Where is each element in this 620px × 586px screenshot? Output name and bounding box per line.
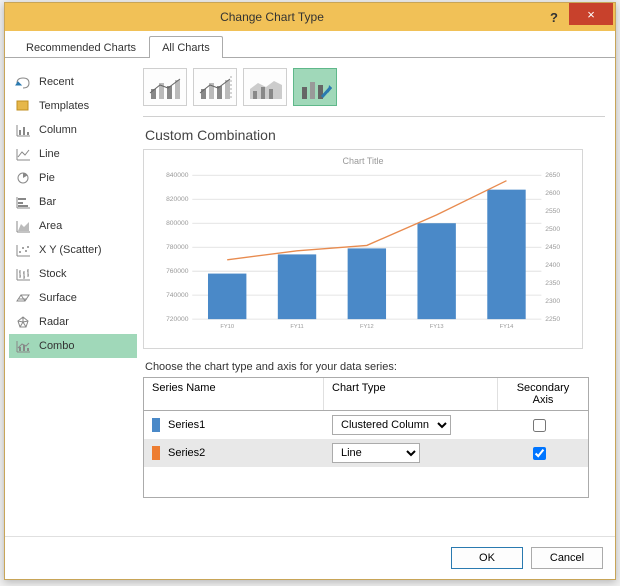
svg-text:FY11: FY11 [290,324,303,330]
series-caption: Choose the chart type and axis for your … [145,361,605,373]
svg-text:820000: 820000 [166,196,189,203]
svg-text:FY14: FY14 [500,324,515,330]
sidebar-item-label: Stock [39,268,67,280]
svg-text:FY10: FY10 [220,324,234,330]
change-chart-type-dialog: Change Chart Type ? × Recommended Charts… [4,2,616,580]
chart-category-sidebar: Recent Templates Column Line Pie Bar [9,64,137,536]
series-name: Series2 [168,447,332,459]
subtype-stacked-area-column[interactable] [243,68,287,106]
sidebar-item-area[interactable]: Area [9,214,137,238]
svg-text:840000: 840000 [166,172,189,179]
series-swatch [152,418,160,432]
svg-text:2500: 2500 [545,226,560,233]
secondary-axis-checkbox[interactable] [533,419,546,432]
subtype-clustered-column-line[interactable] [143,68,187,106]
svg-text:2650: 2650 [545,172,560,179]
series-name: Series1 [168,419,332,431]
scatter-icon [15,243,31,257]
sidebar-item-surface[interactable]: Surface [9,286,137,310]
column-icon [15,123,31,137]
chart-svg: 720000 740000 760000 780000 800000 820000 8400… [152,168,574,336]
bar-icon [15,195,31,209]
help-button[interactable]: ? [539,10,569,25]
sidebar-item-label: Recent [39,76,74,88]
sidebar-item-label: Pie [39,172,55,184]
series-type-select[interactable]: Clustered Column [332,415,451,435]
templates-icon [15,99,31,113]
series-table: Series Name Chart Type Secondary Axis Se… [143,377,589,498]
cancel-button[interactable]: Cancel [531,547,603,569]
svg-text:2400: 2400 [545,262,560,269]
svg-text:2300: 2300 [545,298,560,305]
sidebar-item-stock[interactable]: Stock [9,262,137,286]
surface-icon [15,291,31,305]
ok-button[interactable]: OK [451,547,523,569]
sidebar-item-recent[interactable]: Recent [9,70,137,94]
sidebar-item-label: Line [39,148,60,160]
svg-text:740000: 740000 [166,292,189,299]
recent-icon [15,75,31,89]
chart-title: Chart Title [152,156,574,166]
secondary-axis-checkbox[interactable] [533,447,546,460]
svg-text:2600: 2600 [545,190,560,197]
area-icon [15,219,31,233]
combo-icon [15,339,31,353]
dialog-title: Change Chart Type [5,10,539,24]
dialog-footer: OK Cancel [5,536,615,579]
series-header-type: Chart Type [324,378,498,410]
subtype-custom-combination[interactable] [293,68,337,106]
chart-preview[interactable]: Chart Title 720000 740000 760000 780000 8000… [143,149,583,349]
pie-icon [15,171,31,185]
stock-icon [15,267,31,281]
svg-text:780000: 780000 [166,244,189,251]
tab-recommended-charts[interactable]: Recommended Charts [13,36,149,58]
svg-text:FY12: FY12 [360,324,374,330]
tab-strip: Recommended Charts All Charts [5,35,615,58]
svg-text:FY13: FY13 [430,324,444,330]
subtype-clustered-column-line-secondary[interactable] [193,68,237,106]
series-swatch [152,446,160,460]
svg-text:800000: 800000 [166,220,189,227]
svg-text:2250: 2250 [545,316,560,323]
radar-icon [15,315,31,329]
sidebar-item-column[interactable]: Column [9,118,137,142]
sidebar-item-combo[interactable]: Combo [9,334,137,358]
sidebar-item-radar[interactable]: Radar [9,310,137,334]
sidebar-item-label: X Y (Scatter) [39,244,102,256]
tab-all-charts[interactable]: All Charts [149,36,223,58]
chart-subtype-row [143,64,605,117]
series-row-2: Series2 Line [144,439,588,467]
sidebar-item-label: Bar [39,196,56,208]
sidebar-item-line[interactable]: Line [9,142,137,166]
sidebar-item-scatter[interactable]: X Y (Scatter) [9,238,137,262]
svg-text:760000: 760000 [166,268,189,275]
svg-text:2350: 2350 [545,280,560,287]
sidebar-item-bar[interactable]: Bar [9,190,137,214]
svg-text:720000: 720000 [166,316,189,323]
subtype-title: Custom Combination [145,127,605,143]
sidebar-item-pie[interactable]: Pie [9,166,137,190]
series-row-1: Series1 Clustered Column [144,411,588,439]
sidebar-item-label: Radar [39,316,69,328]
line-icon [15,147,31,161]
titlebar: Change Chart Type ? × [5,3,615,31]
series-header-name: Series Name [144,378,324,410]
sidebar-item-label: Column [39,124,77,136]
sidebar-item-templates[interactable]: Templates [9,94,137,118]
svg-text:2550: 2550 [545,208,560,215]
plot-area: 720000 740000 760000 780000 800000 820000 8400… [152,168,574,336]
sidebar-item-label: Templates [39,100,89,112]
close-button[interactable]: × [569,3,613,25]
sidebar-item-label: Area [39,220,62,232]
series-header-axis: Secondary Axis [498,378,588,410]
series-type-select[interactable]: Line [332,443,420,463]
sidebar-item-label: Combo [39,340,74,352]
svg-text:2450: 2450 [545,244,560,251]
sidebar-item-label: Surface [39,292,77,304]
